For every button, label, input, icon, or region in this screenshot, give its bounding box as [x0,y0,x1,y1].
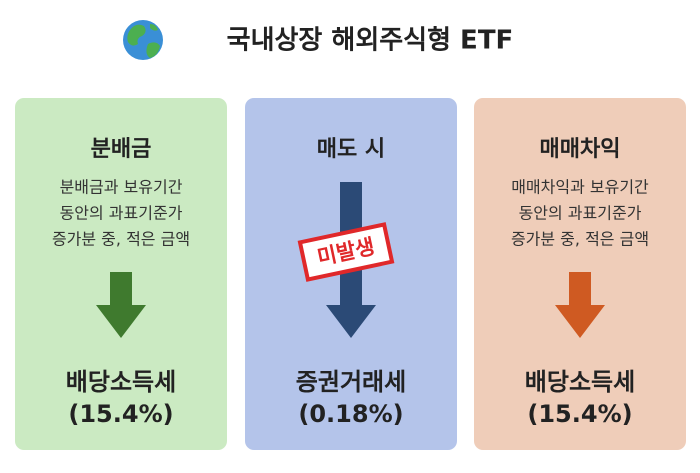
stamp-box [297,222,395,282]
card-description: 증가분 중, 적은 금액 [511,230,649,249]
card-heading: 매도 시 [317,137,385,162]
arrow [96,272,146,338]
card-description: 증가분 중, 적은 금액 [52,230,190,249]
stamp: 미발생 [297,222,395,282]
card-description: 동안의 과표기준가 [519,204,642,223]
tax-name: 증권거래세 [296,368,406,396]
card-description: 매매차익과 보유기간 [511,178,649,197]
tax-name: 배당소득세 [66,368,176,396]
card-heading: 분배금 [91,137,152,162]
tax-rate: (15.4%) [527,400,632,428]
card-description: 동안의 과표기준가 [60,204,183,223]
arrow [555,272,605,338]
page-title: 국내상장 해외주식형 ETF [227,26,514,56]
tax-name: 배당소득세 [525,368,635,396]
globe-icon [123,20,163,60]
tax-rate: (0.18%) [298,400,403,428]
tax-rate: (15.4%) [68,400,173,428]
card-description: 분배금과 보유기간 [60,178,183,197]
card-heading: 매매차익 [540,137,621,162]
